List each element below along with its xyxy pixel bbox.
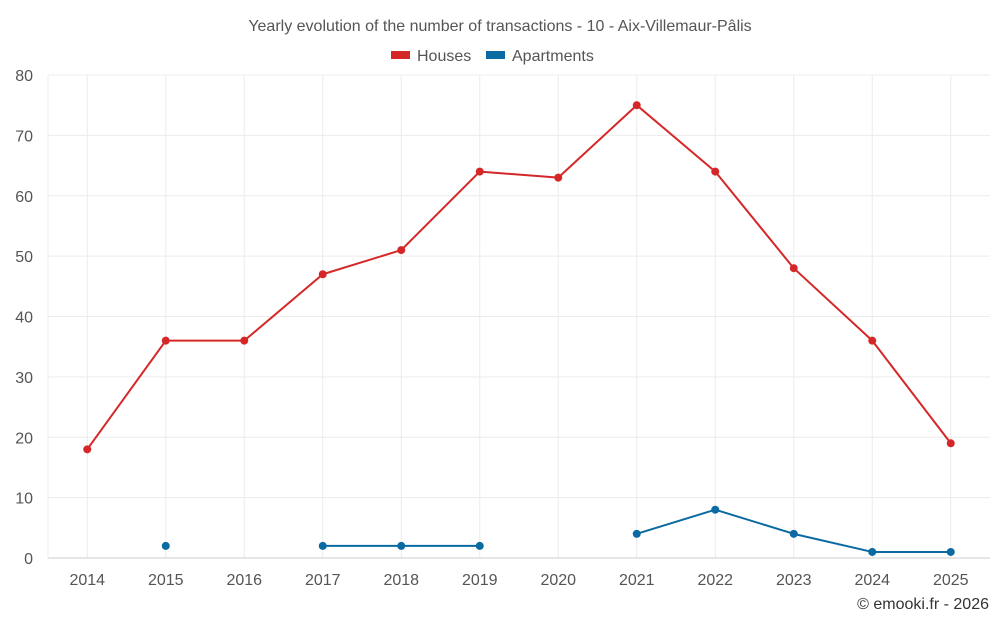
series-line-segment bbox=[400, 170, 481, 252]
legend-swatch-apartments bbox=[486, 51, 505, 59]
data-point-apartments-2024[interactable] bbox=[868, 547, 877, 556]
series-apartments bbox=[161, 505, 955, 556]
chart-title: Yearly evolution of the number of transa… bbox=[248, 18, 751, 35]
data-point-apartments-2015[interactable] bbox=[161, 541, 170, 550]
data-point-apartments-2025[interactable] bbox=[946, 547, 955, 556]
data-point-houses-2021[interactable] bbox=[632, 101, 641, 110]
data-point-houses-2014[interactable] bbox=[83, 445, 92, 454]
series-houses bbox=[83, 101, 955, 454]
data-point-houses-2024[interactable] bbox=[868, 336, 877, 345]
legend-label-houses[interactable]: Houses bbox=[417, 48, 471, 65]
series-line-segment bbox=[792, 532, 874, 553]
data-point-apartments-2021[interactable] bbox=[632, 529, 641, 538]
legend-swatch-houses bbox=[391, 51, 410, 59]
x-tick-label: 2025 bbox=[933, 572, 969, 589]
y-axis: 0 10 20 30 40 50 60 70 80 bbox=[15, 68, 33, 568]
x-tick-label: 2022 bbox=[697, 572, 733, 589]
data-point-houses-2019[interactable] bbox=[475, 167, 484, 176]
series-line-segment bbox=[478, 170, 560, 179]
series-line-segment bbox=[714, 508, 795, 535]
data-point-houses-2023[interactable] bbox=[789, 264, 798, 273]
data-point-apartments-2022[interactable] bbox=[711, 505, 720, 514]
x-tick-label: 2019 bbox=[462, 572, 498, 589]
data-point-apartments-2023[interactable] bbox=[789, 529, 798, 538]
data-point-houses-2022[interactable] bbox=[711, 167, 720, 176]
x-tick-label: 2016 bbox=[226, 572, 262, 589]
data-point-houses-2017[interactable] bbox=[318, 270, 327, 279]
x-tick-label: 2024 bbox=[854, 572, 890, 589]
y-tick-label: 10 bbox=[15, 491, 33, 508]
data-point-houses-2025[interactable] bbox=[946, 439, 955, 448]
y-tick-label: 80 bbox=[15, 68, 33, 85]
y-tick-label: 70 bbox=[15, 128, 33, 145]
data-point-apartments-2019[interactable] bbox=[475, 541, 484, 550]
series-line-segment bbox=[321, 249, 403, 276]
series-line-segment bbox=[243, 273, 324, 342]
series-layer bbox=[83, 101, 955, 556]
y-tick-label: 30 bbox=[15, 370, 33, 387]
grid bbox=[47, 74, 990, 558]
data-point-apartments-2017[interactable] bbox=[318, 541, 327, 550]
x-axis: 2014 2015 2016 2017 2018 2019 2020 2021 2022 2023… bbox=[48, 557, 990, 589]
y-tick-label: 60 bbox=[15, 189, 33, 206]
series-line-segment bbox=[871, 339, 952, 445]
series-line-segment bbox=[635, 104, 717, 173]
series-line-segment bbox=[557, 104, 638, 179]
legend-label-apartments[interactable]: Apartments bbox=[512, 48, 594, 65]
x-tick-label: 2015 bbox=[148, 572, 184, 589]
y-tick-label: 50 bbox=[15, 249, 33, 266]
data-point-houses-2015[interactable] bbox=[161, 336, 170, 345]
series-line-segment bbox=[86, 339, 167, 451]
y-tick-label: 0 bbox=[24, 551, 33, 568]
data-point-houses-2016[interactable] bbox=[240, 336, 249, 345]
x-tick-label: 2023 bbox=[776, 572, 812, 589]
x-tick-label: 2018 bbox=[383, 572, 419, 589]
series-line-segment bbox=[792, 267, 874, 342]
y-tick-label: 20 bbox=[15, 430, 33, 447]
x-tick-label: 2020 bbox=[540, 572, 576, 589]
data-point-houses-2020[interactable] bbox=[554, 173, 563, 182]
credit: © emooki.fr - 2026 bbox=[857, 596, 989, 613]
series-line-segment bbox=[635, 508, 717, 535]
legend: Houses Apartments bbox=[391, 48, 594, 65]
series-line-segment bbox=[714, 170, 795, 270]
x-tick-label: 2014 bbox=[69, 572, 105, 589]
data-point-houses-2018[interactable] bbox=[397, 246, 406, 255]
y-tick-label: 40 bbox=[15, 310, 33, 327]
x-tick-label: 2021 bbox=[619, 572, 655, 589]
x-tick-label: 2017 bbox=[305, 572, 341, 589]
data-point-apartments-2018[interactable] bbox=[397, 541, 406, 550]
